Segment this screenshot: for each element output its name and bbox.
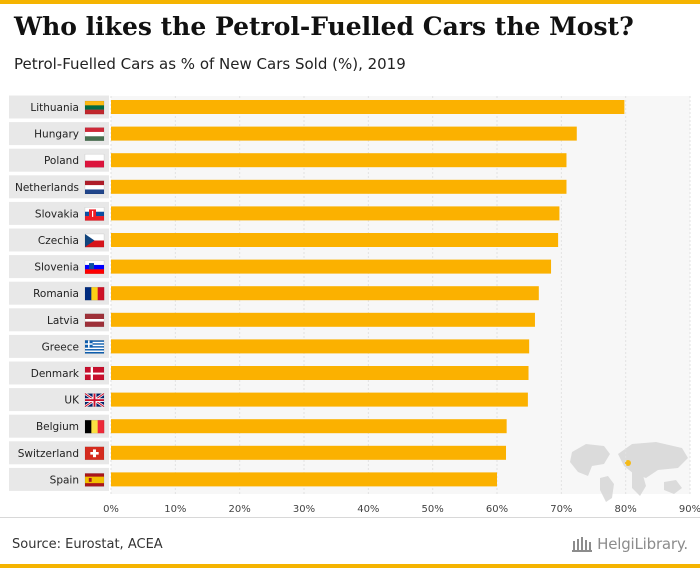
category-label-bg (9, 361, 109, 385)
bar (111, 153, 567, 168)
poland-flag-icon (84, 153, 105, 168)
category-label-bg (9, 255, 109, 279)
bar (111, 206, 560, 221)
switzerland-flag-icon (84, 446, 105, 461)
latvia-flag-icon (84, 313, 105, 328)
bar (111, 126, 577, 141)
romania-flag-icon (84, 286, 105, 301)
x-tick-label: 30% (293, 504, 315, 515)
bottom-accent-bar (0, 564, 700, 568)
slovenia-flag-icon (84, 260, 105, 274)
x-tick-label: 60% (486, 504, 508, 515)
top-accent-bar (0, 0, 700, 4)
category-label: Poland (44, 155, 79, 167)
belgium-flag-icon (84, 419, 105, 434)
world-map-watermark (570, 442, 688, 502)
category-label: Lithuania (30, 102, 79, 114)
category-label: Slovakia (35, 208, 79, 220)
x-tick-label: 20% (229, 504, 251, 515)
brand-logo[interactable]: HelgiLibrary. (571, 535, 688, 553)
category-label-bg (9, 467, 109, 491)
category-label-bg (9, 308, 109, 332)
bar (111, 100, 625, 114)
category-label: Greece (42, 341, 79, 353)
category-label: Hungary (34, 129, 79, 141)
x-tick-label: 70% (550, 504, 572, 515)
x-tick-label: 50% (422, 504, 444, 515)
netherlands-flag-icon (84, 180, 105, 195)
bar (111, 312, 535, 327)
slovakia-flag-icon (84, 207, 105, 221)
category-label-bg (9, 441, 109, 465)
category-label: Czechia (38, 235, 79, 247)
bar (111, 259, 552, 274)
category-label-bg (9, 334, 109, 358)
chart-subtitle: Petrol-Fuelled Cars as % of New Cars Sol… (14, 55, 406, 73)
category-label: Romania (33, 288, 79, 300)
x-tick-label: 0% (103, 504, 119, 515)
x-tick-label: 40% (357, 504, 379, 515)
library-icon (572, 537, 593, 552)
category-label: Latvia (47, 315, 79, 327)
footer-divider (0, 517, 700, 518)
category-label: Spain (50, 474, 79, 486)
greece-flag-icon (84, 340, 105, 354)
category-label: UK (64, 395, 80, 407)
hungary-flag-icon (84, 127, 105, 141)
bar (111, 419, 507, 434)
bar (111, 179, 567, 194)
category-label-bg (9, 122, 109, 146)
denmark-flag-icon (84, 366, 105, 381)
bar (111, 445, 507, 460)
bar (111, 392, 528, 407)
category-label-bg (9, 95, 109, 119)
bar (111, 472, 497, 487)
category-label-bg (9, 281, 109, 305)
bar (111, 339, 530, 354)
category-label-bg (9, 414, 109, 438)
category-label-bg (9, 228, 109, 252)
brand-name: HelgiLibrary. (597, 535, 688, 553)
bar-chart: 0% 10% 20% 30% 40% 50% 60% 70% 80% 90% Lithuania Hu… (9, 95, 700, 515)
category-label: Denmark (31, 368, 80, 380)
lithuania-flag-icon (84, 100, 105, 115)
category-label-bg (9, 148, 109, 172)
europe-marker (625, 460, 631, 466)
bar (111, 286, 539, 301)
x-tick-label: 10% (164, 504, 186, 515)
spain-flag-icon (84, 473, 105, 487)
chart-title: Who likes the Petrol-Fuelled Cars the Mo… (14, 12, 634, 41)
category-label: Netherlands (15, 182, 79, 194)
x-tick-label: 90% (679, 504, 700, 515)
czechia-flag-icon (84, 233, 105, 248)
source-note: Source: Eurostat, ACEA (12, 537, 163, 552)
category-label-bg (9, 201, 109, 225)
category-label: Slovenia (34, 262, 79, 274)
uk-flag-icon (84, 392, 105, 408)
x-tick-label: 80% (615, 504, 637, 515)
bar (111, 233, 559, 247)
category-label-bg (9, 175, 109, 199)
bar (111, 366, 529, 380)
category-label: Belgium (36, 421, 79, 433)
category-label-bg (9, 388, 109, 412)
category-label: Switzerland (18, 448, 79, 460)
